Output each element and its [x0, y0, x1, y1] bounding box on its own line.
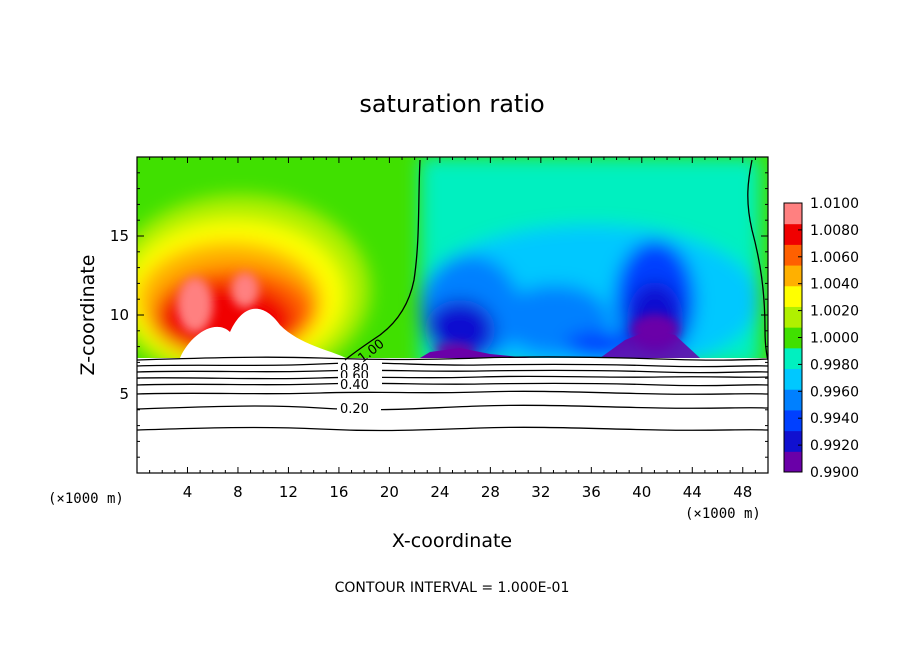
contour-lines — [137, 159, 768, 432]
colorbar-swatch — [784, 306, 802, 328]
colorbar-swatch — [784, 347, 802, 370]
colorbar-swatch — [784, 368, 802, 390]
x-tick-label: 20 — [380, 483, 399, 501]
colorbar-label: 1.0040 — [810, 277, 859, 293]
contour-line — [137, 404, 768, 411]
contour-label-0.40: 0.40 — [340, 378, 369, 393]
x-axis-label: X-coordinate — [392, 530, 512, 552]
lower-region-edge — [600, 330, 700, 358]
contour-line — [137, 356, 768, 361]
chart-title: saturation ratio — [359, 90, 544, 118]
y-axis: 5 10 15 — [110, 172, 768, 458]
contour-line — [137, 382, 768, 387]
contour-interval-footer: CONTOUR INTERVAL = 1.000E-01 — [335, 580, 570, 596]
colorbar-label: 0.9980 — [810, 357, 859, 373]
contour-line — [137, 390, 768, 395]
colorbar-label: 1.0000 — [810, 331, 859, 347]
lower-region-edge — [420, 348, 530, 358]
x-tick-label: 36 — [582, 483, 601, 501]
contour-1.00-right — [747, 159, 768, 361]
x-unit-right: (×1000 m) — [685, 506, 761, 522]
colorbar-swatch — [784, 409, 802, 432]
field-blob — [177, 277, 213, 333]
x-axis: 4 8 12 16 20 24 28 32 36 40 44 48 — [149, 157, 756, 501]
y-tick-label: 15 — [110, 227, 129, 245]
colorbar-label: 0.9940 — [810, 411, 859, 427]
contour-1.00 — [344, 159, 421, 361]
colorbar: 0.9900 0.9920 0.9940 0.9960 0.9980 1.0000 1.00… — [783, 196, 859, 481]
x-tick-label: 48 — [733, 483, 752, 501]
x-unit-left: (×1000 m) — [48, 491, 124, 507]
contour-line — [137, 375, 768, 380]
contour-label-0.20: 0.20 — [340, 402, 369, 417]
y-tick-label: 10 — [110, 306, 129, 324]
contour-line — [137, 369, 768, 374]
y-axis-label: Z-coordinate — [77, 255, 99, 376]
y-tick-label: 5 — [119, 385, 129, 403]
x-tick-label: 40 — [632, 483, 651, 501]
colorbar-swatch — [784, 451, 802, 473]
x-tick-label: 32 — [531, 483, 550, 501]
colorbar-swatch — [784, 203, 802, 225]
x-tick-label: 24 — [430, 483, 449, 501]
colorbar-swatch — [784, 389, 802, 411]
contour-line — [137, 426, 768, 432]
colorbar-swatch — [784, 430, 802, 452]
colorbar-swatch — [784, 223, 802, 245]
colorbar-swatch — [784, 285, 802, 307]
colorbar-label: 1.0080 — [810, 223, 859, 239]
field-out-of-range — [180, 308, 346, 358]
colorbar-label: 0.9900 — [810, 465, 859, 481]
field-blob — [231, 272, 259, 308]
colorbar-label: 0.9920 — [810, 438, 859, 454]
colorbar-label: 1.0100 — [810, 196, 859, 212]
x-tick-label: 12 — [279, 483, 298, 501]
colorbar-swatch — [784, 327, 802, 349]
x-tick-label: 44 — [683, 483, 702, 501]
lower-region — [137, 358, 768, 473]
x-tick-label: 16 — [329, 483, 348, 501]
x-tick-label: 4 — [183, 483, 193, 501]
x-tick-label: 28 — [481, 483, 500, 501]
colorbar-swatch — [784, 265, 802, 287]
x-tick-label: 8 — [233, 483, 243, 501]
colorbar-label: 1.0020 — [810, 304, 859, 320]
heatmap-field — [137, 157, 768, 473]
colorbar-label: 0.9960 — [810, 384, 859, 400]
colorbar-label: 1.0060 — [810, 250, 859, 266]
contour-line — [137, 362, 768, 368]
colorbar-swatch — [784, 244, 802, 266]
